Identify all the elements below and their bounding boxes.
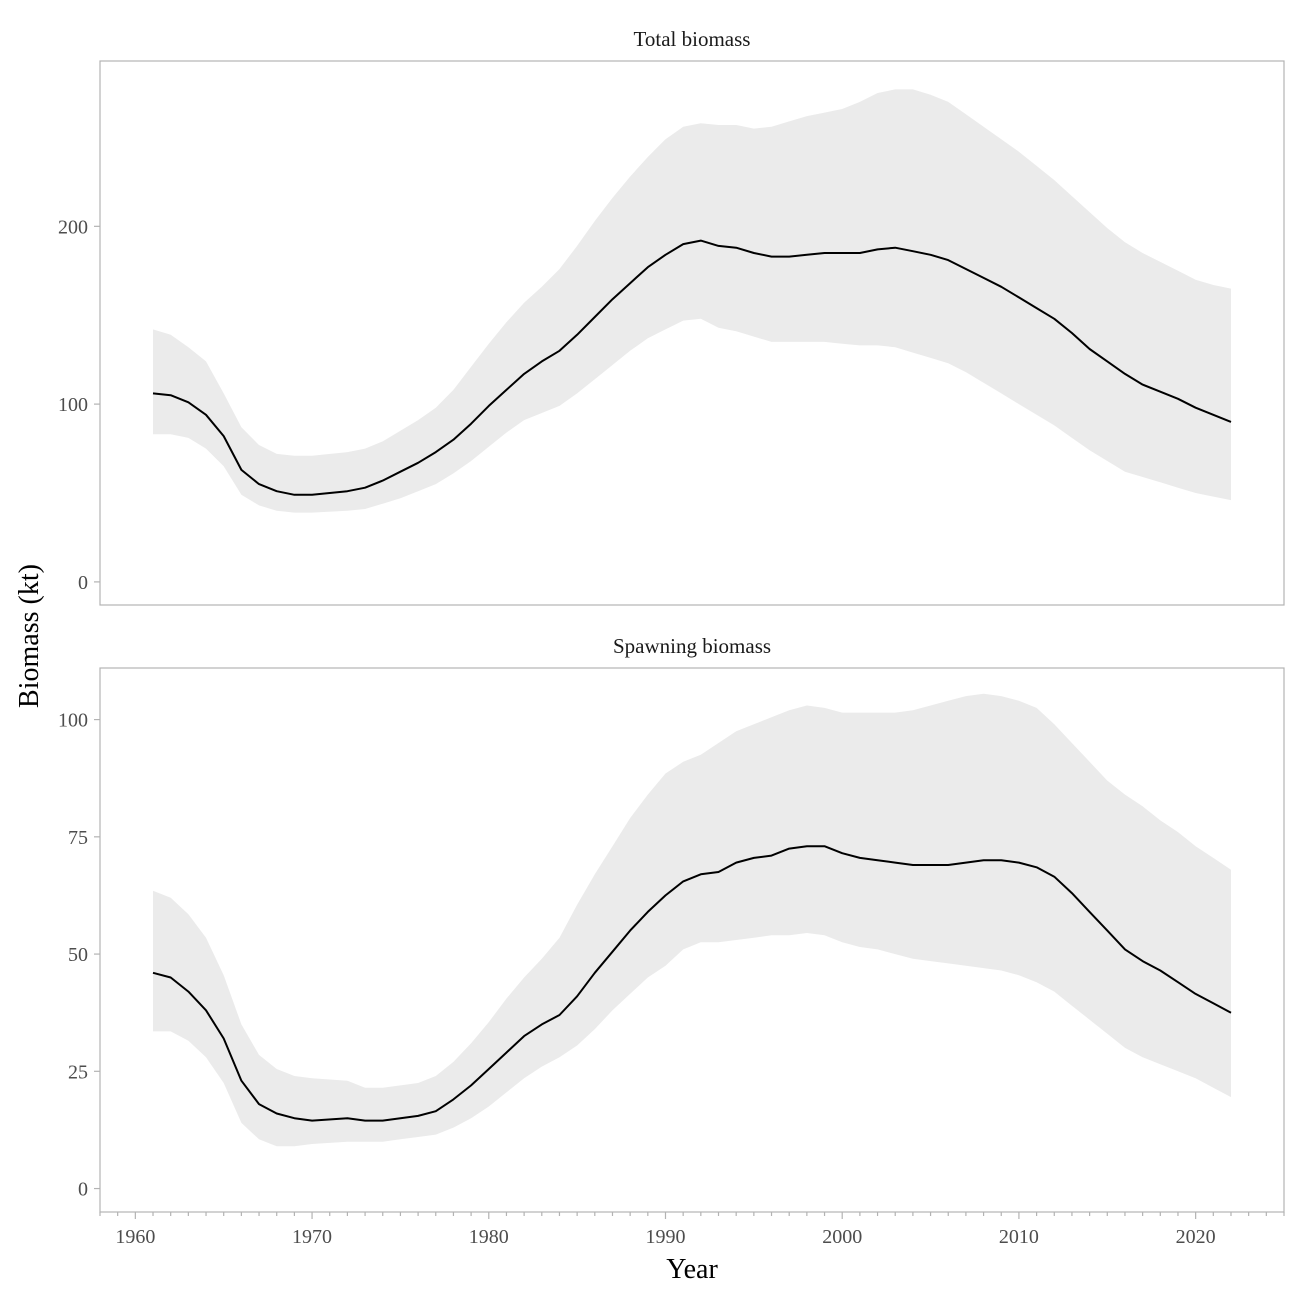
y-tick-label: 0 bbox=[78, 1179, 88, 1201]
panel-total-biomass: 0 100 200 bbox=[58, 60, 1285, 606]
x-axis: 1960 1970 1980 1990 2000 2010 2020 bbox=[99, 1212, 1285, 1248]
x-tick-label: 2000 bbox=[822, 1226, 862, 1248]
y-axis-spawning-biomass: 0 25 50 75 100 bbox=[58, 710, 100, 1201]
panel-border-total-biomass bbox=[99, 60, 1285, 606]
estimate-line-spawning-biomass bbox=[152, 845, 1232, 1122]
y-tick-label: 0 bbox=[78, 572, 88, 594]
y-tick-label: 200 bbox=[58, 216, 88, 238]
x-tick-label: 1990 bbox=[645, 1226, 685, 1248]
x-tick-label: 1980 bbox=[469, 1226, 509, 1248]
estimate-line-total-biomass bbox=[152, 239, 1232, 496]
panel-title-total-biomass: Total biomass bbox=[634, 27, 751, 51]
panel-border-spawning-biomass bbox=[99, 667, 1285, 1213]
x-axis-title: Year bbox=[666, 1254, 718, 1285]
x-tick-label: 2020 bbox=[1176, 1226, 1216, 1248]
confidence-band-spawning-biomass bbox=[153, 693, 1231, 1147]
y-axis-title: Biomass (kt) bbox=[14, 564, 45, 708]
x-tick-label: 1970 bbox=[292, 1226, 332, 1248]
x-tick-label: 2010 bbox=[999, 1226, 1039, 1248]
y-tick-label: 75 bbox=[68, 827, 88, 849]
y-tick-label: 25 bbox=[68, 1061, 88, 1083]
x-tick-label: 1960 bbox=[115, 1226, 155, 1248]
panel-spawning-biomass: 0 25 50 75 100 bbox=[58, 667, 1285, 1213]
y-tick-label: 100 bbox=[58, 710, 88, 732]
panel-title-spawning-biomass: Spawning biomass bbox=[613, 634, 771, 658]
y-tick-label: 50 bbox=[68, 944, 88, 966]
y-axis-total-biomass: 0 100 200 bbox=[58, 216, 100, 594]
confidence-band-total-biomass bbox=[153, 89, 1231, 513]
y-tick-label: 100 bbox=[58, 394, 88, 416]
